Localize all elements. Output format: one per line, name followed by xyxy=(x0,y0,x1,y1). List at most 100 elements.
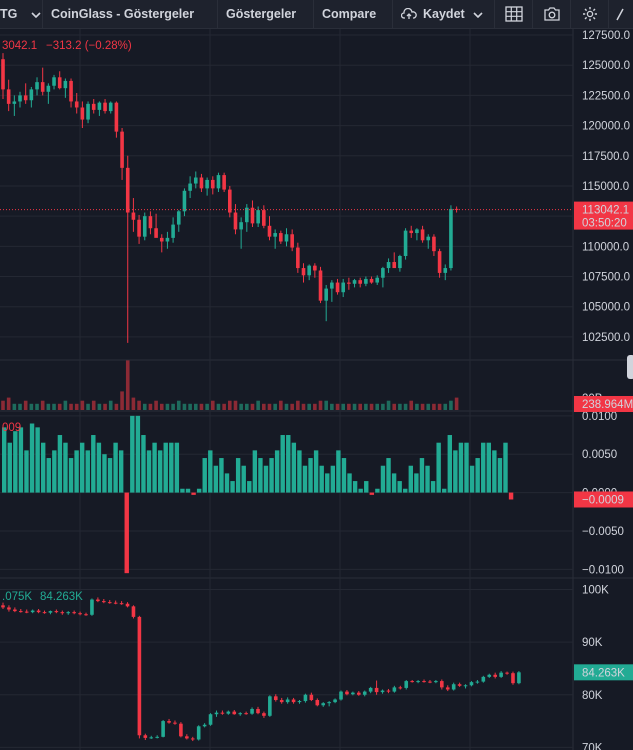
funding-bar xyxy=(180,488,185,493)
funding-bar xyxy=(364,481,369,493)
funding-last-badge xyxy=(574,491,633,508)
volume-bar xyxy=(364,403,368,410)
oi-candle xyxy=(268,696,272,716)
funding-bar xyxy=(341,458,347,493)
volume-bar xyxy=(1,400,5,410)
funding-bar xyxy=(79,442,85,493)
indicators-button[interactable]: Göstergeler xyxy=(218,0,314,28)
price-candle xyxy=(12,101,17,104)
layout-grid-button[interactable] xyxy=(495,0,533,28)
settings-button[interactable] xyxy=(571,0,609,28)
volume-bar xyxy=(165,403,170,410)
oi-candle xyxy=(517,672,521,684)
funding-bar xyxy=(263,465,269,493)
oi-legend-value: 84.263K xyxy=(40,591,83,603)
volume-bar xyxy=(6,397,11,410)
oi-candle xyxy=(345,691,349,695)
volume-bar xyxy=(125,360,130,410)
last-price-badge xyxy=(574,201,633,230)
price-candle xyxy=(228,189,232,213)
oi-candle xyxy=(511,673,515,684)
funding-bar xyxy=(57,435,63,493)
funding-bar xyxy=(269,458,274,493)
oi-candle xyxy=(66,612,71,614)
volume-bar xyxy=(262,403,266,410)
price-candle xyxy=(437,251,442,273)
indicators-label: Göstergeler xyxy=(226,7,297,21)
oi-candle xyxy=(339,691,343,700)
price-candle xyxy=(267,225,272,237)
volume-bar xyxy=(148,403,153,410)
funding-bar xyxy=(308,458,313,493)
price-candle xyxy=(131,212,136,220)
chevron-down-icon xyxy=(31,7,41,21)
price-axis-tick: 110000.0 xyxy=(582,241,629,253)
volume-bar xyxy=(69,403,73,410)
funding-bar xyxy=(347,473,352,493)
snapshot-button[interactable] xyxy=(533,0,571,28)
oi-candle xyxy=(386,690,391,692)
oi-candle xyxy=(256,708,260,714)
oi-candle xyxy=(434,681,438,683)
symbol-button[interactable]: TG xyxy=(0,0,43,28)
oi-candle xyxy=(469,682,474,686)
oi-candle xyxy=(202,724,207,727)
oi-candle xyxy=(18,611,23,613)
volume-bar xyxy=(443,403,448,410)
more-tools-button[interactable] xyxy=(609,0,624,28)
volume-bar xyxy=(40,400,45,410)
volume-bar xyxy=(358,403,363,410)
pane-resize-handle[interactable] xyxy=(627,355,633,379)
oi-candle xyxy=(451,684,456,690)
funding-axis-tick: 0.0100 xyxy=(582,411,617,423)
funding-bar xyxy=(68,458,74,493)
price-candle xyxy=(222,175,226,190)
price-candle xyxy=(313,265,317,271)
price-candle xyxy=(199,177,204,189)
save-button[interactable]: Kaydet xyxy=(393,0,495,28)
funding-bar xyxy=(325,473,330,493)
volume-bar xyxy=(245,403,249,410)
volume-bar xyxy=(381,403,385,410)
oi-candle xyxy=(208,714,213,725)
price-candle xyxy=(74,101,79,108)
indicator-coinglass-button[interactable]: CoinGlass - Göstergeler xyxy=(43,0,218,28)
funding-bar xyxy=(13,431,18,493)
volume-bar xyxy=(216,403,221,410)
funding-bar xyxy=(464,442,469,493)
volume-bar xyxy=(228,400,232,410)
funding-bar xyxy=(241,465,246,493)
funding-bar xyxy=(336,450,341,493)
volume-bar xyxy=(273,403,277,410)
price-axis-tick: 115000.0 xyxy=(582,181,629,193)
oi-candle xyxy=(244,713,248,715)
price-candle xyxy=(23,95,28,101)
compare-button[interactable]: Compare xyxy=(314,0,393,28)
oi-candle xyxy=(297,701,302,703)
funding-bar xyxy=(486,442,491,493)
funding-bar xyxy=(447,435,452,493)
oi-candle xyxy=(185,736,189,739)
price-legend-value: 3042.1 xyxy=(2,40,37,52)
oi-candle xyxy=(440,681,444,688)
price-candle xyxy=(63,80,68,89)
volume-bar xyxy=(352,403,357,410)
oi-candle xyxy=(404,681,409,688)
funding-bar xyxy=(436,442,441,493)
price-axis-tick: 102500.0 xyxy=(582,332,630,344)
oi-candle xyxy=(487,674,492,677)
oi-candle xyxy=(7,607,11,610)
volume-bar xyxy=(392,403,397,410)
funding-bar xyxy=(196,488,202,493)
volume-bar xyxy=(108,400,113,410)
funding-bar xyxy=(202,458,207,493)
cloud-upload-icon xyxy=(401,8,417,20)
oi-candle xyxy=(250,708,254,714)
chart-marks xyxy=(0,53,573,742)
volume-bar xyxy=(52,403,56,410)
oi-candle xyxy=(505,672,509,674)
volume-bar xyxy=(267,403,272,410)
price-candle xyxy=(114,102,119,132)
oi-candle xyxy=(149,737,154,739)
